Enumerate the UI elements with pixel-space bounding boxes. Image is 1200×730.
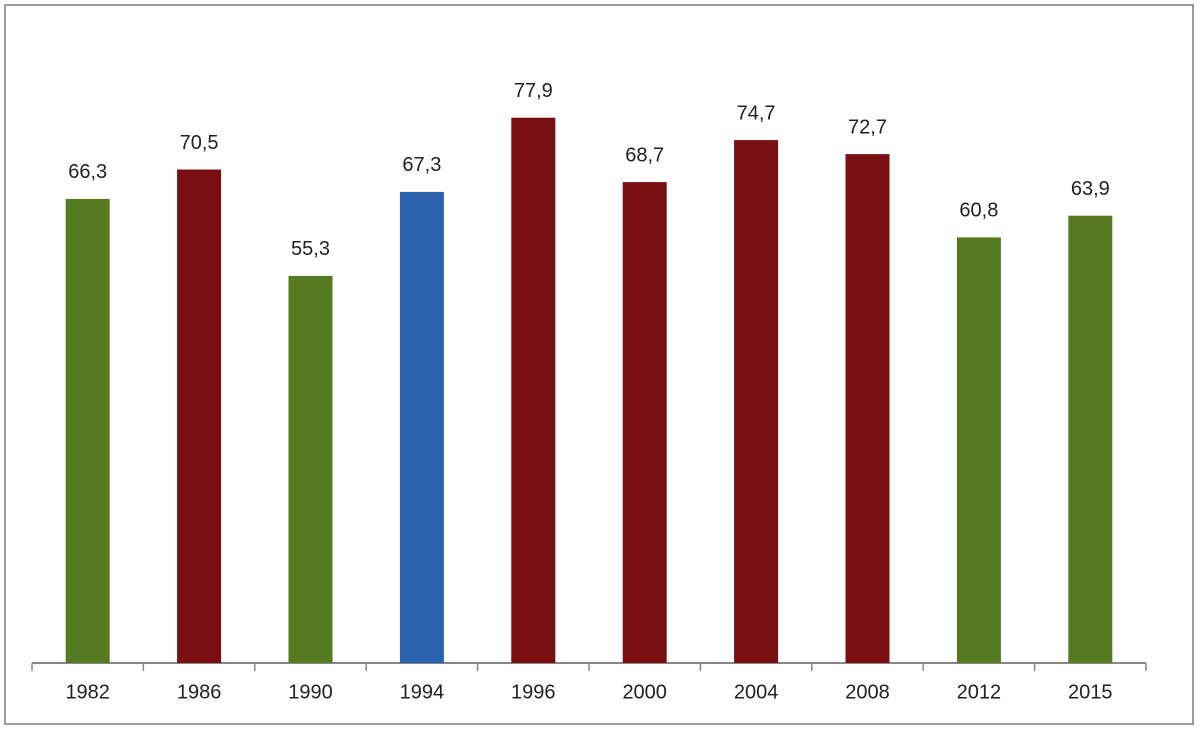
- x-tick-label: 1982: [65, 681, 110, 703]
- x-tick-label: 2004: [734, 681, 779, 703]
- value-label: 74,7: [737, 102, 776, 124]
- x-tick-label: 1994: [400, 681, 445, 703]
- value-label: 55,3: [291, 238, 330, 260]
- bar: [956, 237, 1001, 663]
- bar: [288, 275, 333, 663]
- bar: [399, 191, 444, 663]
- value-label: 60,8: [959, 200, 998, 222]
- x-tick-label: 2015: [1068, 681, 1113, 703]
- value-label: 63,9: [1071, 178, 1110, 200]
- bar: [734, 140, 779, 664]
- x-tick-label: 2012: [957, 681, 1002, 703]
- bar: [622, 182, 667, 663]
- x-tick-label: 1990: [288, 681, 333, 703]
- x-tick-label: 2008: [845, 681, 890, 703]
- value-label: 77,9: [514, 80, 553, 102]
- value-label: 67,3: [402, 154, 441, 176]
- x-tick-label: 1986: [177, 681, 222, 703]
- bar: [1068, 215, 1113, 663]
- value-label: 66,3: [68, 161, 107, 183]
- bar: [65, 198, 110, 663]
- value-label: 68,7: [625, 144, 664, 166]
- bar: [511, 117, 556, 663]
- bar: [177, 169, 222, 663]
- x-tick-label: 1996: [511, 681, 556, 703]
- value-label: 70,5: [180, 132, 219, 154]
- value-label: 72,7: [848, 116, 887, 138]
- x-tick-label: 2000: [622, 681, 667, 703]
- bar: [845, 154, 890, 663]
